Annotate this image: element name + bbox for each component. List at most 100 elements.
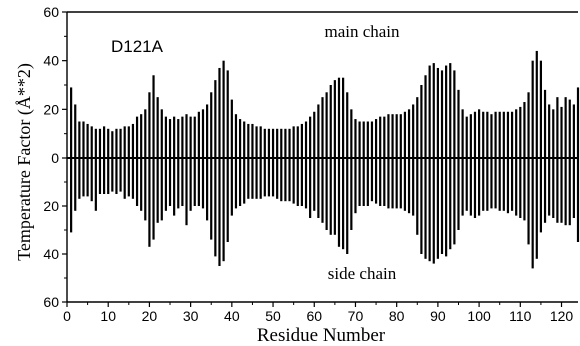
side-chain-bar bbox=[383, 158, 386, 206]
main-chain-bar bbox=[527, 92, 530, 158]
main-chain-bar bbox=[222, 60, 225, 158]
main-chain-bar bbox=[366, 121, 369, 158]
side-chain-bar bbox=[280, 158, 283, 202]
side-chain-bar bbox=[144, 158, 147, 221]
y-axis-ticks: 0 20 40 60 20 40 60 bbox=[43, 4, 67, 310]
side-chain-bar bbox=[185, 158, 188, 226]
side-chain-bar bbox=[449, 158, 452, 250]
side-chain-bar bbox=[255, 158, 258, 199]
main-chain-bar bbox=[144, 109, 147, 158]
main-chain-bar bbox=[564, 97, 567, 158]
side-chain-bar bbox=[160, 158, 163, 221]
side-chain-bar bbox=[189, 158, 192, 211]
main-chain-bar bbox=[107, 128, 110, 158]
main-chain-bar bbox=[506, 111, 510, 158]
main-chain-bar bbox=[560, 106, 563, 158]
main-chain-bar bbox=[206, 104, 209, 158]
side-chain-bar bbox=[300, 158, 303, 206]
main-chain-bar bbox=[123, 126, 126, 158]
side-chain-bar bbox=[469, 158, 472, 216]
main-chain-bar bbox=[510, 111, 514, 158]
y-tick-label: 60 bbox=[43, 4, 59, 20]
y-tick-label: 0 bbox=[51, 150, 59, 166]
main-chain-bar bbox=[461, 109, 464, 158]
main-chain-bar bbox=[173, 116, 176, 158]
main-chain-bar bbox=[271, 128, 275, 158]
side-chain-bar bbox=[556, 158, 559, 223]
x-tick-label: 0 bbox=[63, 308, 71, 324]
main-chain-bar bbox=[350, 109, 353, 158]
main-chain-bar bbox=[296, 126, 299, 158]
main-chain-bar bbox=[321, 97, 324, 158]
side-chain-bar bbox=[325, 158, 328, 230]
x-tick-label: 110 bbox=[509, 308, 532, 324]
main-chain-bar bbox=[428, 65, 431, 158]
side-chain-bar bbox=[131, 158, 135, 199]
main-chain-bar bbox=[370, 121, 374, 158]
x-tick-label: 70 bbox=[348, 308, 364, 324]
main-chain-bar bbox=[111, 131, 114, 158]
x-tick-label: 50 bbox=[265, 308, 281, 324]
main-chain-bar bbox=[383, 116, 386, 158]
side-chain-bar bbox=[181, 158, 184, 206]
main-chain-bar bbox=[395, 114, 398, 158]
side-chain-bar bbox=[156, 158, 159, 223]
main-chain-bar bbox=[259, 126, 262, 158]
side-chain-bar bbox=[457, 158, 460, 230]
side-chain-bar bbox=[218, 158, 221, 266]
main-chain-bar bbox=[102, 126, 106, 158]
side-chain-bar bbox=[568, 158, 571, 226]
side-chain-bar bbox=[107, 158, 110, 194]
main-chain-bar bbox=[391, 114, 394, 158]
main-chain-bar bbox=[168, 119, 172, 158]
side-chain-bar bbox=[152, 158, 155, 240]
side-chain-bar bbox=[135, 158, 139, 206]
main-chain-bar bbox=[358, 121, 361, 158]
side-chain-bar bbox=[486, 158, 489, 211]
side-chain-bar bbox=[90, 158, 93, 202]
main-chain-bar bbox=[86, 123, 89, 158]
main-chain-bar bbox=[346, 92, 349, 158]
x-tick-label: 120 bbox=[550, 308, 574, 324]
side-chain-bar bbox=[94, 158, 97, 211]
side-chain-bar bbox=[74, 158, 77, 211]
main-chain-bar bbox=[230, 99, 233, 158]
side-chain-bar bbox=[428, 158, 431, 262]
main-chain-bar bbox=[238, 119, 242, 158]
side-chain-bar bbox=[234, 158, 238, 209]
side-chain-bar bbox=[329, 158, 332, 235]
side-chain-bar bbox=[387, 158, 390, 209]
main-chain-bar bbox=[556, 97, 559, 158]
side-chain-bar bbox=[82, 158, 85, 197]
side-chain-bar bbox=[127, 158, 130, 197]
main-chain-bar bbox=[374, 119, 378, 158]
main-chain-bar bbox=[267, 128, 271, 158]
main-chain-bar bbox=[552, 109, 555, 158]
side-chain-bar bbox=[403, 158, 407, 211]
main-chain-bar bbox=[276, 128, 279, 158]
main-chain-bar bbox=[572, 104, 575, 158]
side-chain-bar bbox=[271, 158, 275, 197]
main-chain-bar bbox=[127, 126, 130, 158]
y-tick-label: 60 bbox=[43, 294, 59, 310]
side-chain-bar bbox=[416, 158, 419, 235]
side-chain-bar bbox=[436, 158, 439, 259]
main-chain-bar bbox=[412, 104, 415, 158]
main-chain-bar bbox=[185, 114, 188, 158]
side-chain-bar bbox=[296, 158, 299, 206]
side-chain-bar bbox=[498, 158, 501, 211]
main-chain-bar bbox=[82, 121, 85, 158]
side-chain-bar bbox=[477, 158, 481, 216]
side-chain-bar bbox=[292, 158, 295, 204]
main-chain-bar bbox=[354, 119, 357, 158]
main-chain-bar bbox=[115, 128, 118, 158]
side-chain-bar bbox=[288, 158, 291, 202]
main-chain-bar bbox=[420, 85, 423, 158]
main-chain-bar bbox=[465, 116, 468, 158]
side-chain-bar bbox=[321, 158, 324, 223]
side-chain-bar bbox=[535, 158, 538, 259]
main-chain-bar bbox=[477, 109, 481, 158]
main-chain-bar bbox=[214, 80, 217, 158]
main-chain-bar bbox=[160, 109, 163, 158]
main-chain-bar bbox=[457, 89, 460, 158]
